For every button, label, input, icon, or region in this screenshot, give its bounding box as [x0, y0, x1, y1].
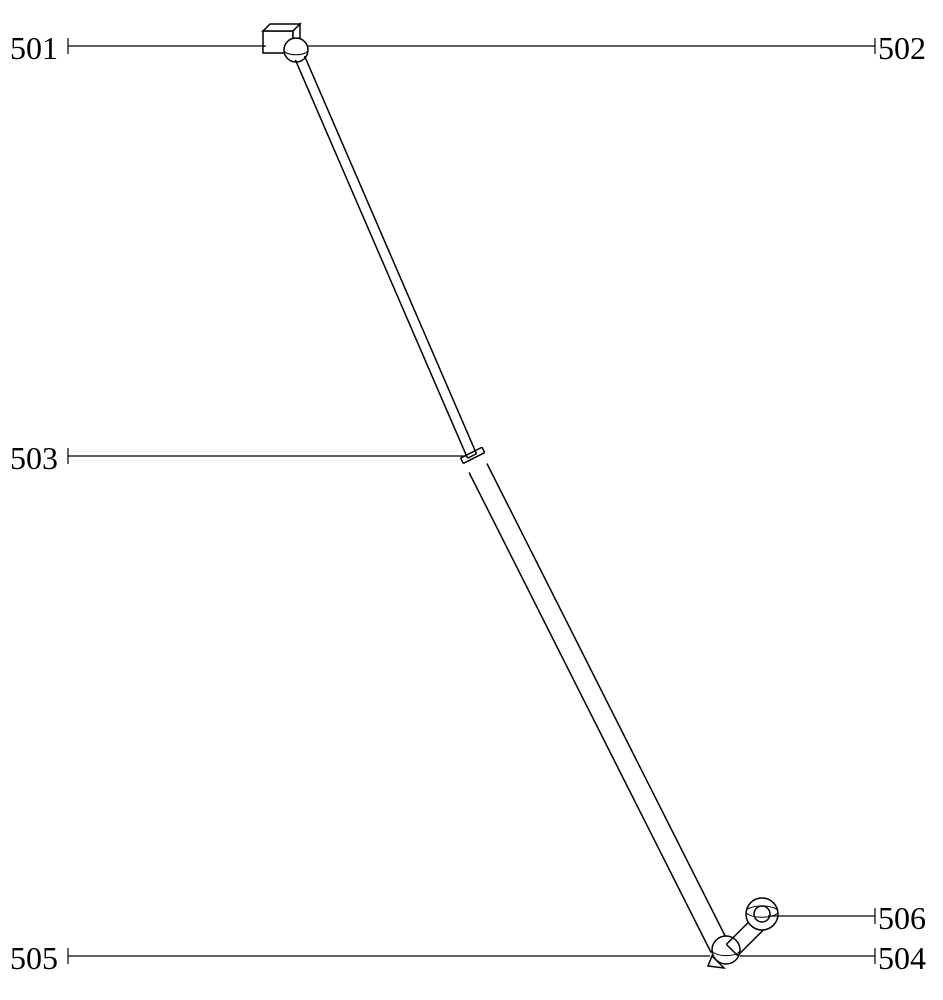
callout-label-504: 504	[878, 940, 926, 977]
callout-label-501: 501	[10, 30, 58, 67]
figure-container: 501 502 503 505 506504	[0, 0, 943, 1000]
callout-label-506: 506	[878, 900, 926, 937]
callout-label-503: 503	[10, 440, 58, 477]
callout-label-502: 502	[878, 30, 926, 67]
technical-drawing-svg	[0, 0, 943, 1000]
callout-label-505: 505	[10, 940, 58, 977]
